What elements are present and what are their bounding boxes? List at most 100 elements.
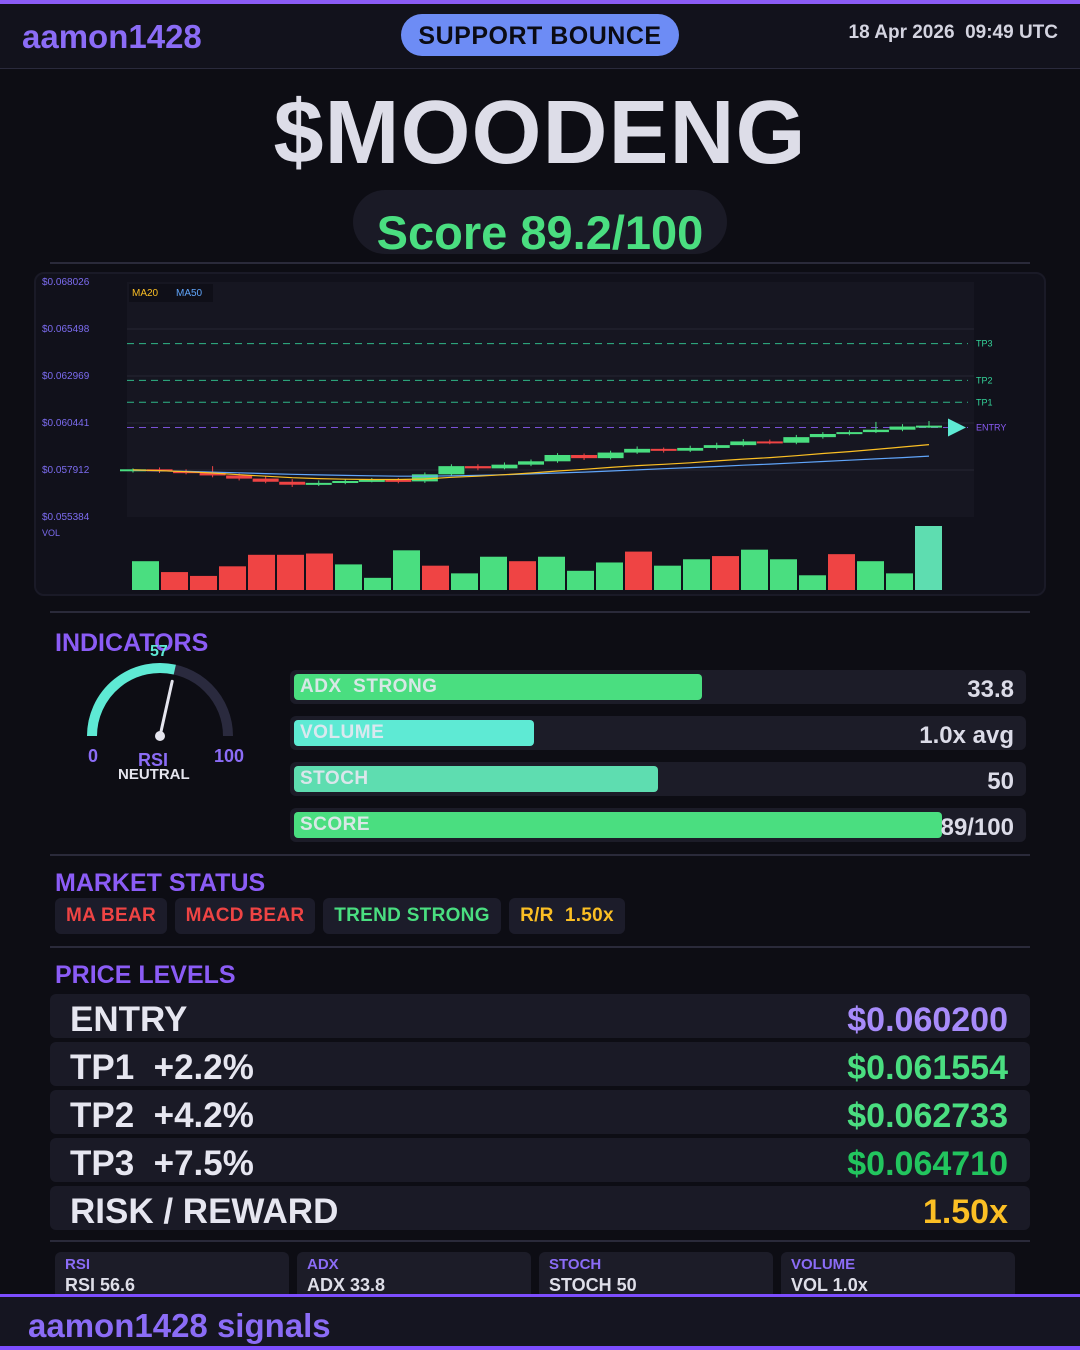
price-level-value: $0.061554 xyxy=(847,1049,1008,1087)
candle-body xyxy=(279,481,306,485)
price-level-label: ENTRY xyxy=(70,1000,188,1039)
price-level-value: 1.50x xyxy=(922,1193,1008,1231)
candle-body xyxy=(597,452,624,459)
volume-bar xyxy=(567,570,594,590)
y-tick-label: $0.062969 xyxy=(42,371,90,382)
ma20-line xyxy=(132,444,930,481)
status-chip: MACD BEAR xyxy=(175,898,315,934)
level-line-label: TP2 xyxy=(976,375,993,385)
volume-bar xyxy=(451,573,478,590)
top-accent-line xyxy=(0,0,1080,4)
candle-body xyxy=(491,464,518,469)
rsi-label: RSI xyxy=(138,750,168,770)
rsi-status: NEUTRAL xyxy=(118,766,190,783)
candle-body xyxy=(916,425,942,428)
volume-bar xyxy=(422,565,449,590)
level-line-label: TP1 xyxy=(976,397,993,407)
y-tick-label: $0.068026 xyxy=(42,277,90,288)
indicator-bar-fill xyxy=(294,812,942,838)
volume-bar xyxy=(799,575,826,590)
indicator-bar-label: ADX STRONG xyxy=(300,676,438,697)
gauge-fill xyxy=(87,662,176,737)
candle-body xyxy=(438,466,465,475)
candle-body xyxy=(836,432,863,435)
chart-plot-area xyxy=(127,282,974,517)
price-level-row: TP2 +4.2% $0.062733 xyxy=(50,1090,1030,1135)
candle-body xyxy=(411,474,438,482)
stat-value: RSI 56.6 xyxy=(65,1275,136,1295)
volume-bar xyxy=(625,551,652,590)
volume-bar xyxy=(857,561,884,590)
indicator-bar-label: SCORE xyxy=(300,814,371,835)
volume-bar xyxy=(335,564,362,590)
footer-accent-line xyxy=(0,1346,1080,1350)
candle-body xyxy=(650,448,677,451)
divider xyxy=(50,611,1030,613)
candle-body xyxy=(332,481,359,484)
market-status-title: MARKET STATUS xyxy=(55,869,266,897)
volume-bar xyxy=(190,575,217,590)
indicator-bar: VOLUME 1.0x avg xyxy=(290,716,1026,750)
volume-bar xyxy=(306,553,333,590)
price-level-value: $0.064710 xyxy=(847,1145,1008,1183)
stat-value: ADX 33.8 xyxy=(307,1275,386,1295)
candle-body xyxy=(305,482,332,485)
candle-body xyxy=(889,426,916,430)
indicator-bar-label: STOCH xyxy=(300,768,369,789)
price-level-row: TP3 +7.5% $0.064710 xyxy=(50,1138,1030,1183)
candle-body xyxy=(571,454,598,459)
footer: aamon1428 signals xyxy=(0,1294,1080,1350)
candle-body xyxy=(730,441,757,446)
score-pill: Score 89.2/100 xyxy=(353,190,727,259)
price-chart-svg: $0.068026 $0.065498 $0.062969 $0.060441 $0.0… xyxy=(42,277,1006,590)
indicator-bar-fill xyxy=(294,720,535,746)
candle-body xyxy=(199,472,226,476)
indicator-bar-label: VOLUME xyxy=(300,722,385,743)
stat-title: VOLUME xyxy=(791,1256,856,1273)
y-tick-label: $0.057912 xyxy=(42,465,90,476)
stat-title: STOCH xyxy=(549,1256,602,1273)
chart-legend-box xyxy=(129,284,213,302)
volume-label: VOL xyxy=(42,528,60,538)
volume-bar xyxy=(132,561,159,590)
indicator-bar-value: 50 xyxy=(987,768,1014,795)
volume-bar xyxy=(770,559,797,590)
brand-name: aamon1428 xyxy=(22,18,202,55)
candle-body xyxy=(544,454,571,462)
gauge-pivot xyxy=(155,731,165,741)
price-level-label: RISK / REWARD xyxy=(70,1192,339,1231)
stat-card: ADX ADX 33.8 xyxy=(297,1252,531,1300)
rsi-gauge-svg: 57 0 100 RSI NEUTRAL xyxy=(87,643,244,783)
volume-bar xyxy=(712,556,739,590)
status-chip: TREND STRONG xyxy=(323,898,501,934)
volume-bar xyxy=(248,554,275,590)
y-tick-label: $0.060441 xyxy=(42,418,90,429)
timestamp: 18 Apr 2026 09:49 UTC xyxy=(848,22,1058,43)
price-level-value: $0.062733 xyxy=(847,1097,1008,1135)
indicator-bar-value: 1.0x avg xyxy=(919,722,1014,749)
y-tick-label: $0.055384 xyxy=(42,512,90,523)
entry-arrow-icon xyxy=(948,418,966,437)
status-chip: MA BEAR xyxy=(55,898,167,934)
candle-body xyxy=(677,447,704,451)
gauge-needle xyxy=(158,679,174,738)
divider xyxy=(50,1240,1030,1242)
volume-bar xyxy=(509,561,536,590)
candle-body xyxy=(783,437,810,443)
price-level-label: TP3 +7.5% xyxy=(70,1144,254,1183)
volume-bar xyxy=(596,562,623,590)
price-level-row: TP1 +2.2% $0.061554 xyxy=(50,1042,1030,1087)
stat-title: RSI xyxy=(65,1256,91,1273)
ticker-symbol: $MOODENG xyxy=(273,83,807,183)
indicator-bar: STOCH 50 xyxy=(290,762,1026,796)
gauge-max-label: 100 xyxy=(214,746,244,766)
signal-badge: SUPPORT BOUNCE xyxy=(401,14,679,56)
volume-bar xyxy=(886,573,913,590)
legend-ma50: MA50 xyxy=(176,288,203,299)
volume-bar xyxy=(161,572,188,590)
price-level-row: ENTRY $0.060200 xyxy=(50,994,1030,1039)
volume-bar xyxy=(654,565,681,590)
indicator-bar: SCORE 89/100 xyxy=(290,808,1026,842)
candle-body xyxy=(385,479,412,482)
candle-body xyxy=(703,445,730,448)
